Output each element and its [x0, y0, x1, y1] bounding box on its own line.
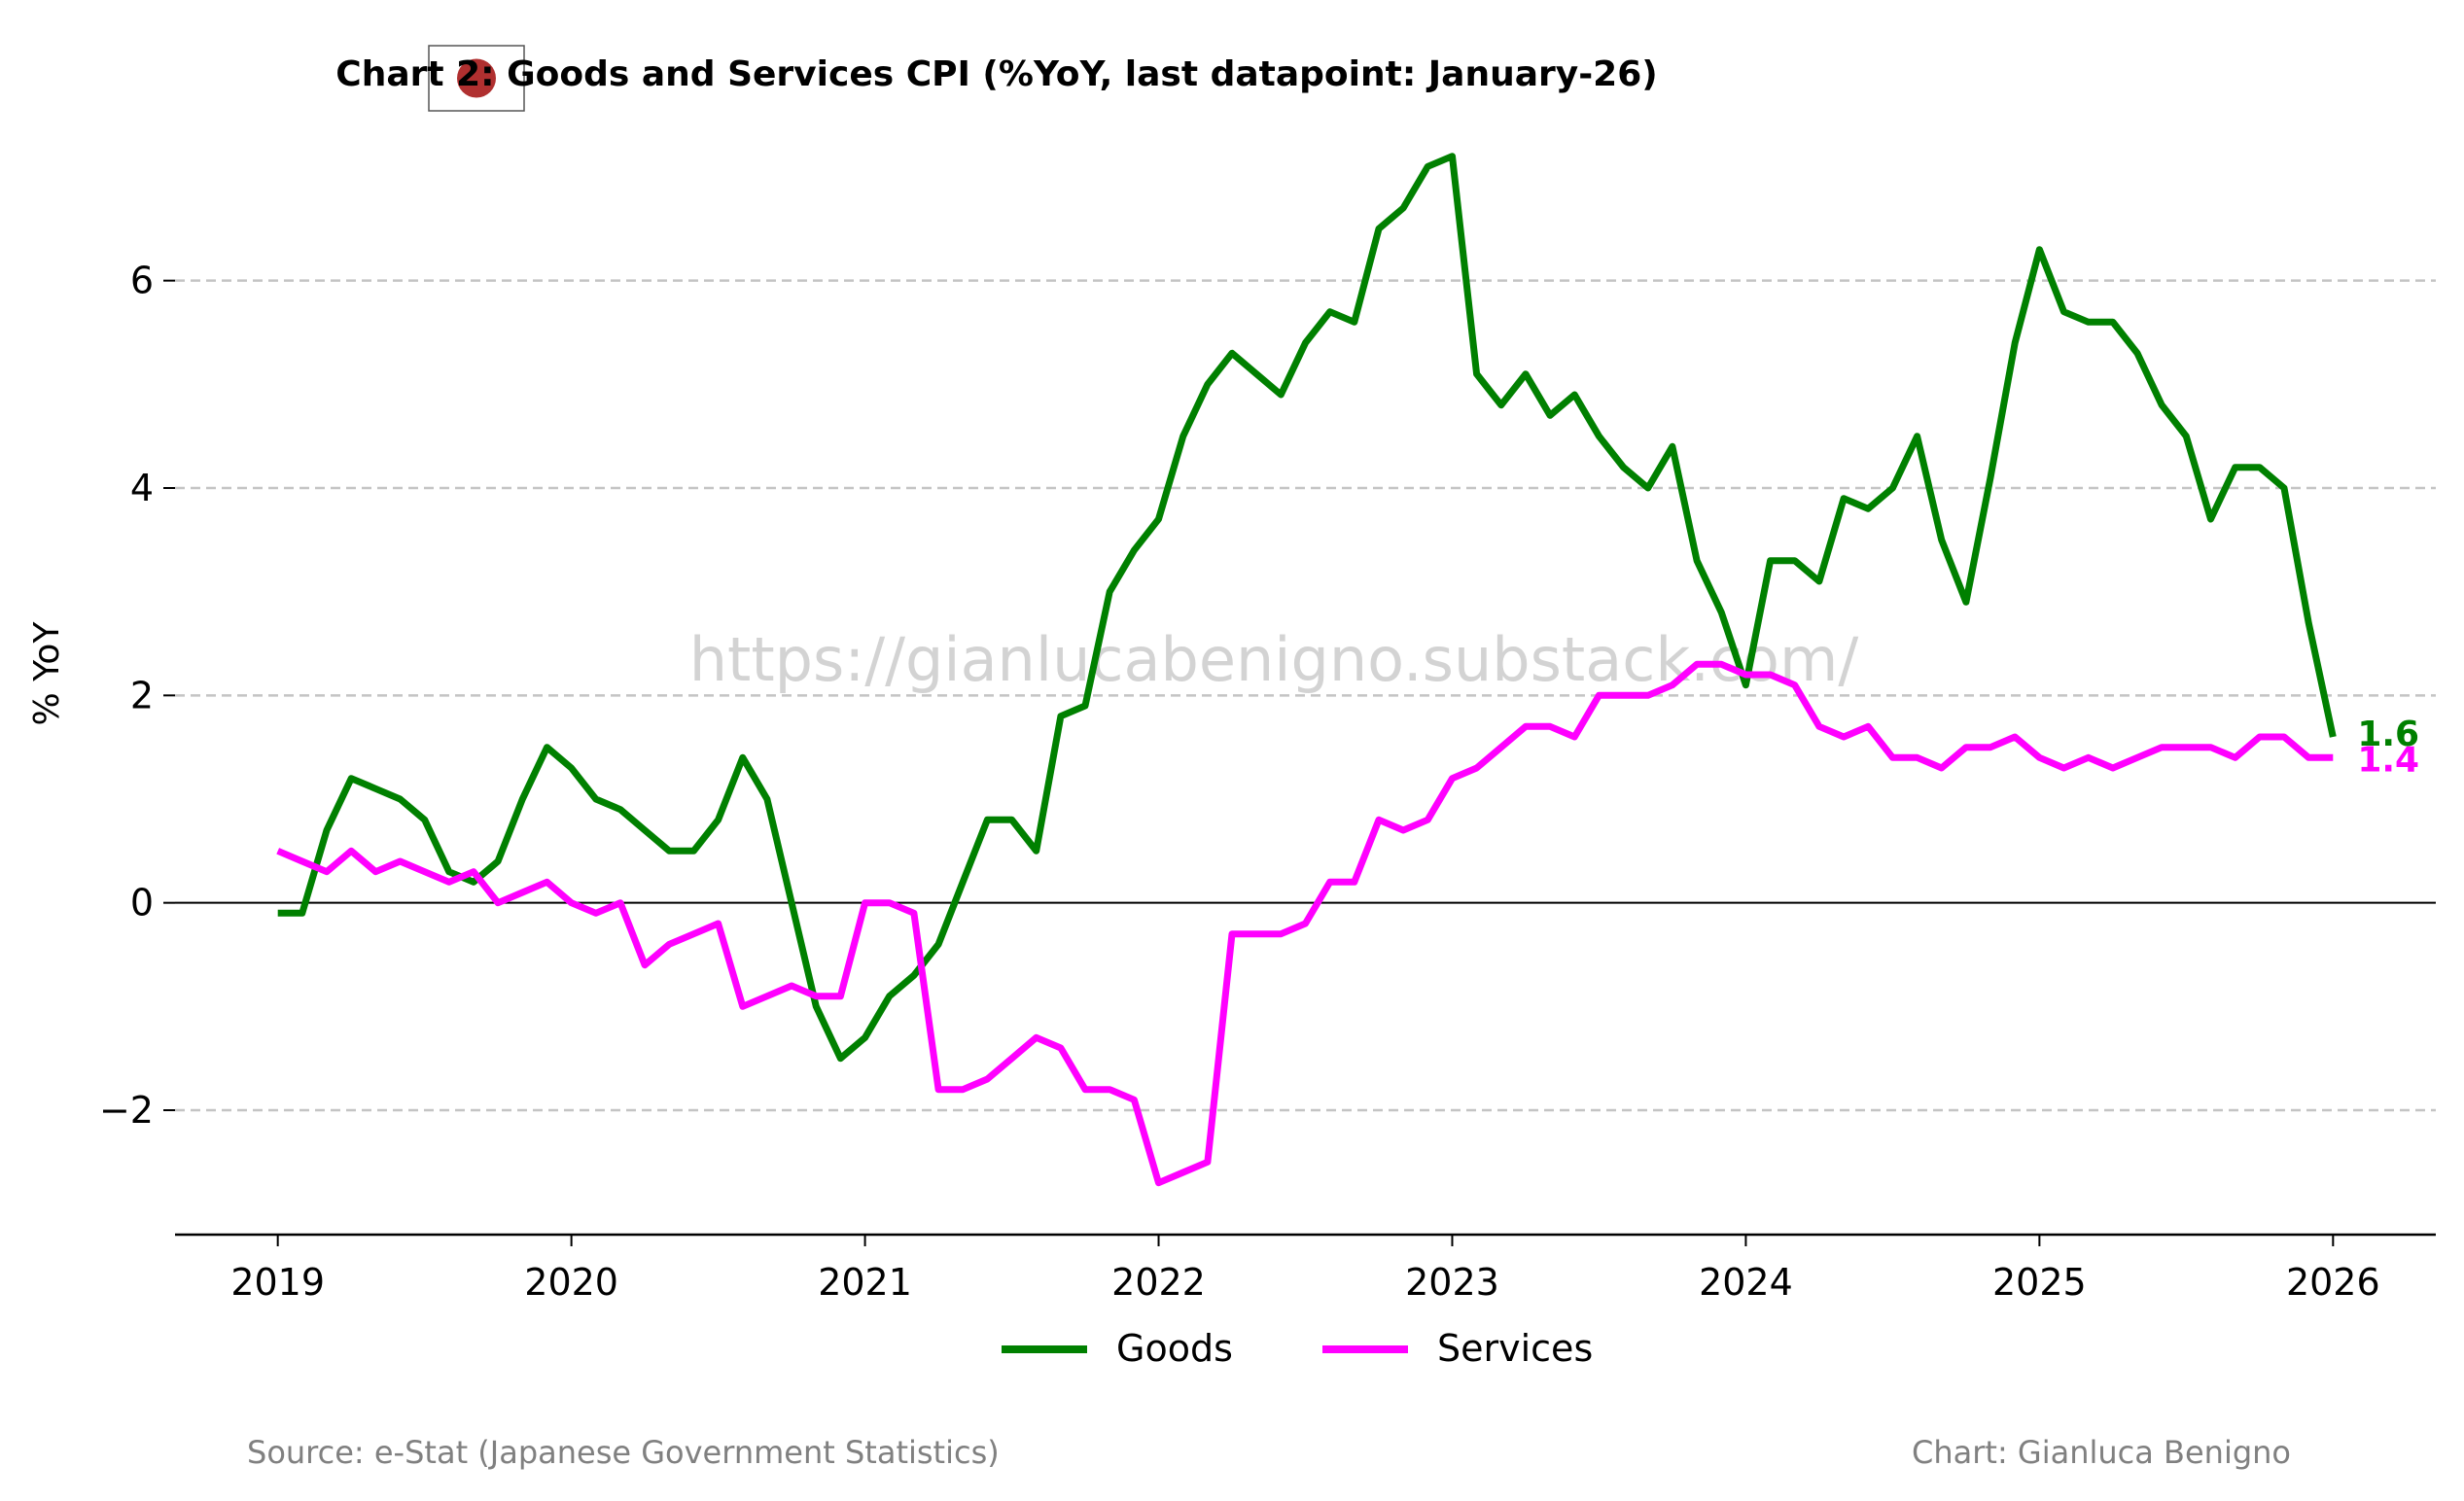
y-axis-label: % YoY [27, 621, 67, 726]
x-tick-label: 2021 [818, 1261, 912, 1304]
y-tick-label: −2 [99, 1089, 154, 1132]
legend-label-services: Services [1437, 1327, 1593, 1370]
x-tick-label: 2022 [1111, 1261, 1206, 1304]
japan-flag-icon [428, 45, 525, 112]
y-tick-label: 4 [130, 467, 154, 509]
x-tick-label: 2024 [1699, 1261, 1793, 1304]
series-lines [276, 153, 2337, 1187]
x-tick-label: 2019 [230, 1261, 325, 1304]
y-tick-label: 6 [130, 260, 154, 302]
x-tick-label: 2023 [1405, 1261, 1499, 1304]
axes: −2 0 2 4 6 2019 2020 2021 2022 2023 2024 2025 2026 [99, 260, 2436, 1304]
end-label-goods: 1.6 [2357, 715, 2419, 754]
legend-label-goods: Goods [1116, 1327, 1233, 1370]
grid-lines [175, 279, 2436, 1112]
chart-title: Chart 2: Goods and Services CPI (%YoY, l… [335, 54, 1657, 94]
end-labels: 1.61.4 [2357, 715, 2419, 780]
chart-credit: Chart: Gianluca Benigno [1912, 1434, 2291, 1471]
end-label-services: 1.4 [2357, 740, 2419, 780]
series-line-services [276, 660, 2334, 1187]
x-tick-label: 2025 [1992, 1261, 2087, 1304]
y-tick-label: 0 [130, 882, 154, 925]
watermark: https://gianlucabenigno.substack.com/ [689, 624, 1859, 695]
x-tick-label: 2026 [2286, 1261, 2380, 1304]
series-line-goods [277, 153, 2337, 1063]
legend: Goods Services [1002, 1327, 1593, 1370]
source-note: Source: e-Stat (Japanese Government Stat… [247, 1434, 1000, 1471]
x-tick-label: 2020 [524, 1261, 618, 1304]
y-tick-label: 2 [130, 674, 154, 716]
